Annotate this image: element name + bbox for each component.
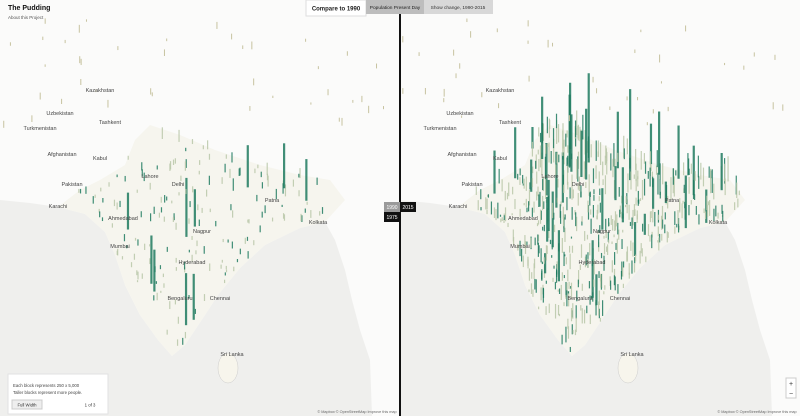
place-label: Lahore	[141, 174, 158, 180]
year-right-box	[400, 202, 416, 212]
tab-active[interactable]	[366, 0, 424, 14]
place-label: Kabul	[493, 156, 507, 162]
place-label: Afghanistan	[47, 152, 76, 158]
place-label: Bengaluru	[567, 296, 592, 302]
place-label: Karachi	[449, 204, 468, 210]
place-label: Sri Lanka	[220, 352, 244, 358]
zoom-control	[785, 377, 797, 399]
place-label: Bengaluru	[167, 296, 192, 302]
left-map: Kazakhstan Uzbekistan Turkmenistan Tashkent…	[0, 18, 384, 416]
place-label: Kabul	[93, 156, 107, 162]
place-label: Hyderabad	[179, 260, 206, 266]
year-left-box	[384, 202, 400, 212]
place-label: Hyderabad	[579, 260, 606, 266]
place-label: Tashkent	[99, 120, 121, 126]
full-width-label[interactable]: Full Width	[17, 403, 37, 408]
place-label: Uzbekistan	[46, 111, 73, 117]
place-label: Mumbai	[510, 244, 530, 250]
full-width-button[interactable]	[11, 399, 43, 410]
place-label: Nagpur	[193, 229, 211, 235]
place-label: Uzbekistan	[446, 111, 473, 117]
compare-button-label[interactable]: Compare to 1990	[312, 7, 361, 13]
tab[interactable]: Population Present Day	[370, 5, 421, 11]
legend-line: Each block represents 250 x 5,000	[13, 383, 80, 388]
right-map: Kazakhstan Uzbekistan Turkmenistan Tashkent…	[400, 18, 784, 416]
attribution[interactable]: © Mapbox © OpenStreetMap Improve this ma…	[717, 410, 796, 414]
place-label: Kolkata	[309, 220, 328, 226]
place-label: Delhi	[572, 182, 585, 188]
place-label: Chennai	[610, 296, 631, 302]
year-below-box	[384, 212, 400, 222]
land-tint	[58, 125, 345, 356]
year-right: 2015	[402, 205, 413, 211]
place-label: Ahmedabad	[508, 216, 538, 222]
place-label: Lahore	[541, 174, 558, 180]
island	[217, 352, 239, 384]
place-label: Sri Lanka	[620, 352, 644, 358]
place-label: Chennai	[210, 296, 231, 302]
island	[617, 352, 639, 384]
attribution[interactable]: © Mapbox © OpenStreetMap Improve this ma…	[317, 410, 396, 414]
sea	[400, 200, 572, 416]
place-label: Pakistan	[461, 182, 482, 188]
place-label: Afghanistan	[447, 152, 476, 158]
zoom-out[interactable]: −	[789, 391, 793, 398]
place-label: Patna	[265, 198, 280, 204]
place-label: Tashkent	[499, 120, 521, 126]
place-label: Kazakhstan	[86, 88, 115, 94]
place-label: Patna	[665, 198, 680, 204]
place-label: Kolkata	[709, 220, 728, 226]
place-label: Karachi	[49, 204, 68, 210]
place-label: Turkmenistan	[23, 126, 56, 132]
year-below: 1975	[386, 215, 397, 221]
place-label: Delhi	[172, 182, 185, 188]
pager[interactable]: 1 of 3	[85, 403, 96, 408]
site-title[interactable]: The Pudding	[8, 5, 50, 12]
place-label: Ahmedabad	[108, 216, 138, 222]
sea	[0, 200, 172, 416]
year-left: 1990	[386, 205, 397, 211]
place-label: Mumbai	[110, 244, 130, 250]
place-label: Turkmenistan	[423, 126, 456, 132]
legend-line: Taller blocks represent more people.	[13, 390, 82, 395]
about-link[interactable]: About this Project	[8, 15, 44, 20]
place-label: Nagpur	[593, 229, 611, 235]
place-label: Pakistan	[61, 182, 82, 188]
place-label: Kazakhstan	[486, 88, 515, 94]
tab[interactable]: Show change, 1990-2015	[431, 5, 486, 11]
zoom-in[interactable]: +	[789, 381, 793, 388]
